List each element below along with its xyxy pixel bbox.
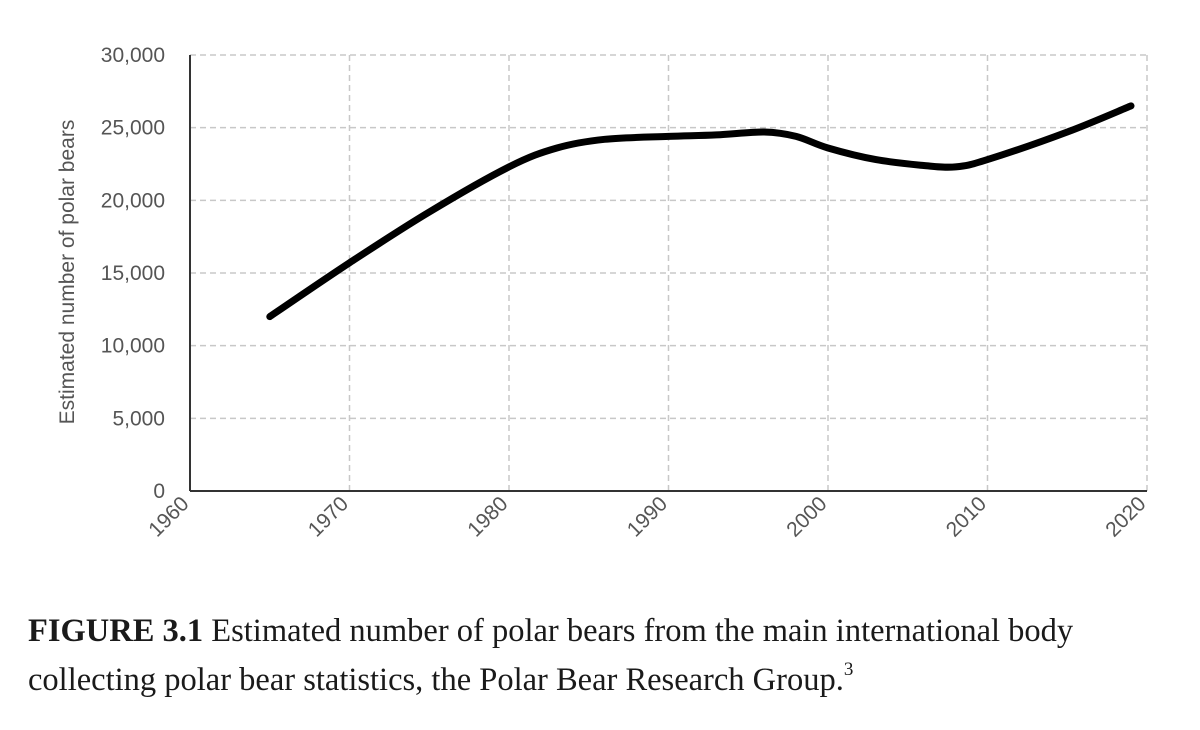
y-tick-label: 5,000: [112, 407, 165, 430]
y-axis-title: Estimated number of polar bears: [56, 120, 79, 425]
x-tick-label: 2000: [782, 492, 831, 541]
y-tick-label: 10,000: [101, 335, 165, 358]
figure-caption: FIGURE 3.1 Estimated number of polar bea…: [28, 607, 1188, 705]
y-tick-label: 0: [153, 480, 165, 503]
x-tick-label: 1990: [623, 492, 672, 541]
x-tick-label: 2010: [942, 492, 991, 541]
x-tick-label: 1960: [144, 492, 193, 541]
axes: [189, 55, 1147, 492]
x-tick-label: 1980: [463, 492, 512, 541]
y-tick-label: 15,000: [101, 262, 165, 285]
x-tick-labels: 1960 1970 1980 1990 2000 2010 2020: [144, 492, 1150, 541]
line-chart: 0 5,000 10,000 15,000 20,000 25,000 30,000 196…: [56, 44, 1151, 542]
caption-text: Estimated number of polar bears from the…: [28, 613, 1074, 698]
y-tick-labels: 0 5,000 10,000 15,000 20,000 25,000 30,000: [101, 44, 165, 503]
footnote-marker: 3: [843, 659, 854, 680]
y-tick-label: 20,000: [101, 189, 165, 212]
x-tick-label: 2020: [1101, 492, 1150, 541]
x-tick-label: 1970: [304, 492, 353, 541]
series-layer: [266, 102, 1135, 321]
figure-label: FIGURE 3.1: [28, 613, 204, 649]
y-tick-label: 25,000: [101, 117, 165, 140]
y-tick-label: 30,000: [101, 44, 165, 67]
grid-lines: [190, 54, 1148, 491]
series-line: [266, 102, 1135, 321]
